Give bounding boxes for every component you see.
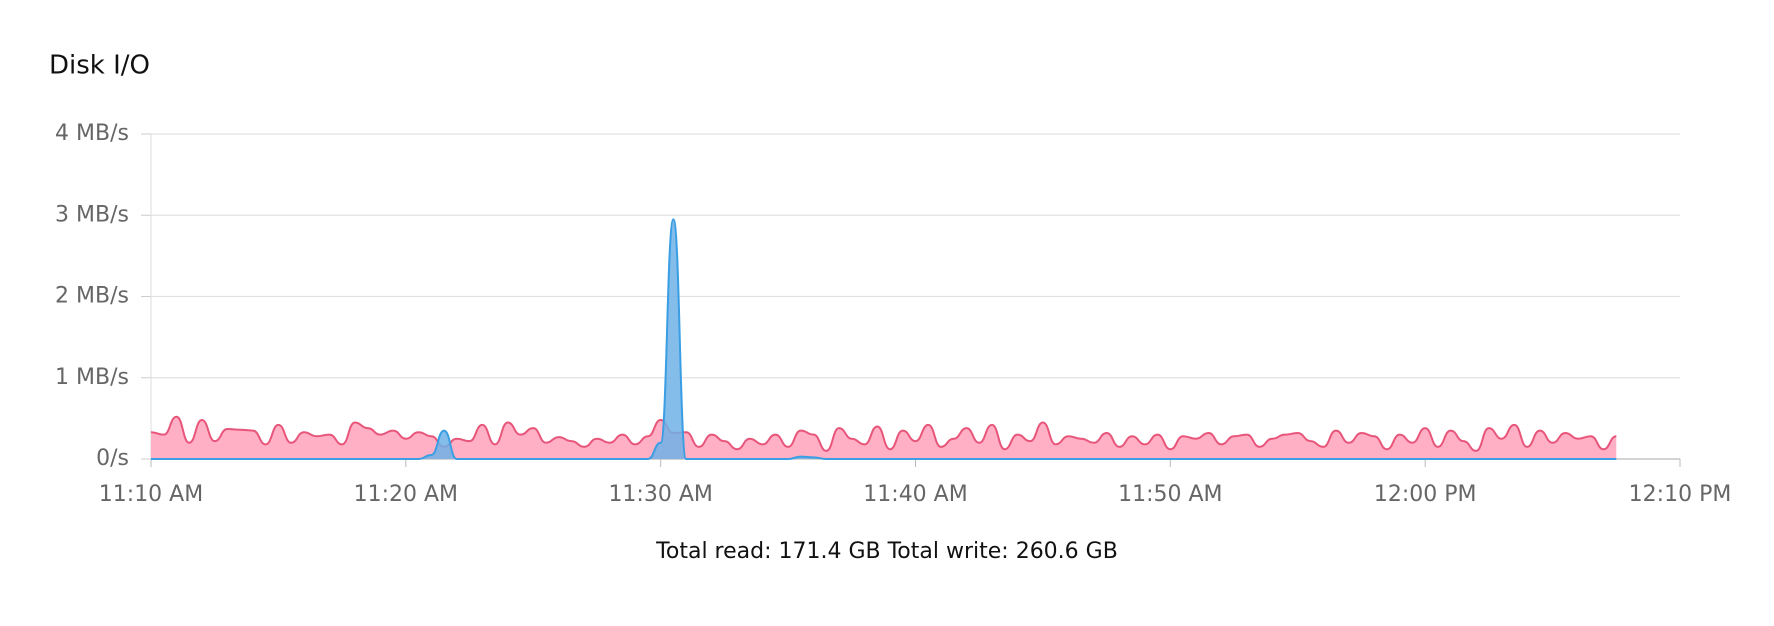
line xyxy=(150,415,1617,452)
x-tick-label: 12:10 PM xyxy=(1629,482,1732,507)
area xyxy=(151,219,1617,459)
x-tick-label: 11:30 AM xyxy=(608,482,712,507)
x-tick-label: 11:50 AM xyxy=(1118,482,1222,507)
chart-title: Disk I/O xyxy=(49,51,150,81)
y-tick-label: 3 MB/s xyxy=(55,202,129,227)
x-tick-label: 11:20 AM xyxy=(354,482,458,507)
totals: Total read: 171.4 GB Total write: 260.6 … xyxy=(655,539,1118,564)
y-tick-label: 4 MB/s xyxy=(55,121,129,146)
line xyxy=(151,218,1617,460)
y-tick-label: 1 MB/s xyxy=(55,365,129,390)
y-tick-label: 2 MB/s xyxy=(55,284,129,309)
x-tick-label: 11:40 AM xyxy=(863,482,967,507)
x-tick-label: 12:00 PM xyxy=(1374,482,1477,507)
x-tick-label: 11:10 AM xyxy=(99,482,203,507)
y-tick-label: 0/s xyxy=(96,446,129,471)
